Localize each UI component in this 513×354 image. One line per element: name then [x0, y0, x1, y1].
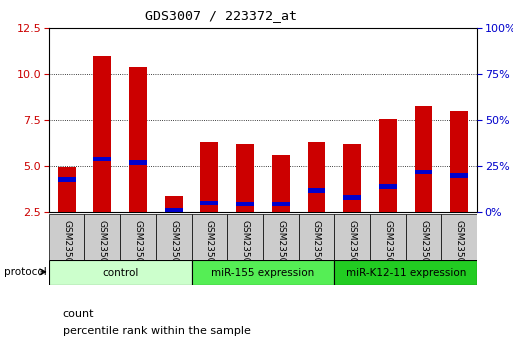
Bar: [236, 144, 254, 212]
Bar: [343, 195, 361, 200]
Text: GSM235049: GSM235049: [169, 220, 178, 274]
Bar: [201, 201, 219, 205]
Text: GSM235044: GSM235044: [419, 220, 428, 274]
Bar: [201, 142, 219, 212]
Bar: [129, 160, 147, 165]
Text: GDS3007 / 223372_at: GDS3007 / 223372_at: [145, 9, 297, 22]
Text: protocol: protocol: [4, 267, 47, 277]
Bar: [165, 208, 183, 213]
FancyBboxPatch shape: [49, 260, 191, 285]
FancyBboxPatch shape: [406, 214, 441, 260]
Text: GSM235039: GSM235039: [241, 220, 249, 275]
Bar: [415, 105, 432, 212]
Text: GSM235038: GSM235038: [205, 220, 214, 275]
Text: GSM235046: GSM235046: [62, 220, 71, 274]
FancyBboxPatch shape: [191, 260, 334, 285]
Bar: [57, 177, 75, 182]
Bar: [93, 56, 111, 212]
Bar: [57, 167, 75, 212]
Bar: [450, 173, 468, 178]
Bar: [379, 184, 397, 189]
Text: control: control: [102, 268, 139, 278]
FancyBboxPatch shape: [191, 214, 227, 260]
Bar: [93, 157, 111, 161]
FancyBboxPatch shape: [156, 214, 191, 260]
Text: miR-155 expression: miR-155 expression: [211, 268, 314, 278]
FancyBboxPatch shape: [334, 260, 477, 285]
Text: GSM235042: GSM235042: [348, 220, 357, 274]
FancyBboxPatch shape: [299, 214, 334, 260]
Text: GSM235048: GSM235048: [133, 220, 143, 274]
Bar: [307, 142, 325, 212]
Bar: [379, 119, 397, 212]
FancyBboxPatch shape: [441, 214, 477, 260]
Bar: [129, 67, 147, 212]
FancyBboxPatch shape: [85, 214, 120, 260]
Bar: [165, 196, 183, 212]
Text: GSM235043: GSM235043: [383, 220, 392, 274]
Text: count: count: [63, 309, 94, 319]
Text: GSM235040: GSM235040: [277, 220, 285, 274]
FancyBboxPatch shape: [263, 214, 299, 260]
Text: miR-K12-11 expression: miR-K12-11 expression: [346, 268, 466, 278]
Text: GSM235045: GSM235045: [455, 220, 464, 274]
FancyBboxPatch shape: [334, 214, 370, 260]
Bar: [450, 111, 468, 212]
Bar: [343, 144, 361, 212]
Bar: [272, 155, 290, 212]
FancyBboxPatch shape: [227, 214, 263, 260]
Text: GSM235047: GSM235047: [98, 220, 107, 274]
FancyBboxPatch shape: [49, 214, 85, 260]
Text: percentile rank within the sample: percentile rank within the sample: [63, 326, 250, 336]
Text: GSM235041: GSM235041: [312, 220, 321, 274]
Bar: [236, 202, 254, 206]
FancyBboxPatch shape: [370, 214, 406, 260]
FancyBboxPatch shape: [120, 214, 156, 260]
Bar: [272, 202, 290, 206]
Bar: [415, 170, 432, 174]
Bar: [307, 188, 325, 193]
